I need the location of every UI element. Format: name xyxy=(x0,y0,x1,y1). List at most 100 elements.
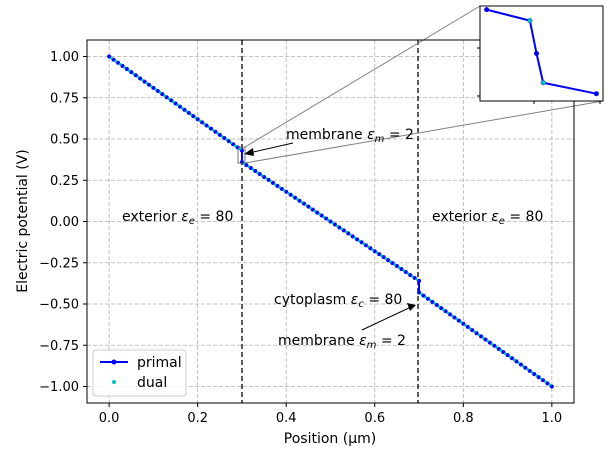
primal-marker xyxy=(222,136,227,141)
dual-marker xyxy=(521,364,525,368)
x-axis-label: Position (μm) xyxy=(284,431,376,447)
primal-marker xyxy=(417,290,422,295)
y-tick-label: 0.50 xyxy=(50,133,79,148)
y-axis-label: Electric potential (V) xyxy=(15,149,31,293)
arrow-membrane-top xyxy=(244,142,294,156)
primal-marker xyxy=(164,95,169,100)
x-tick-label: 0.4 xyxy=(276,411,297,426)
primal-marker xyxy=(262,174,267,179)
primal-marker xyxy=(399,267,404,272)
dual-marker xyxy=(265,177,268,180)
primal-marker xyxy=(208,126,213,131)
primal-marker xyxy=(496,346,501,351)
primal-marker xyxy=(332,222,337,227)
label-membrane-top: membrane εm = 2 xyxy=(286,127,414,145)
primal-marker xyxy=(337,225,342,230)
dual-marker xyxy=(141,78,144,82)
primal-marker xyxy=(306,204,311,209)
primal-marker xyxy=(417,278,422,283)
legend-primal-marker xyxy=(111,359,117,365)
dual-marker xyxy=(295,197,299,201)
x-tick-label: 0.6 xyxy=(364,411,385,426)
dual-marker xyxy=(508,355,512,359)
dual-marker xyxy=(251,168,255,171)
dual-marker xyxy=(269,180,273,183)
primal-marker xyxy=(266,177,271,182)
dual-marker xyxy=(366,245,370,249)
dual-marker xyxy=(517,361,520,365)
primal-marker xyxy=(412,275,417,280)
dual-marker xyxy=(287,191,290,195)
primal-marker xyxy=(133,73,138,78)
dual-marker xyxy=(194,116,197,119)
primal-marker xyxy=(474,331,479,336)
dual-marker xyxy=(158,91,162,94)
dual-marker xyxy=(539,377,543,380)
y-ticks: 1.00 0.75 0.50 0.25 0.00 −0.25 −0.50 −0.75 −1.00 xyxy=(39,50,87,395)
primal-marker xyxy=(514,359,519,364)
label-exterior-right: exterior εe = 80 xyxy=(432,209,543,227)
dual-marker xyxy=(318,212,321,216)
primal-marker xyxy=(107,54,112,59)
dual-marker xyxy=(203,122,206,126)
x-tick-label: 0.2 xyxy=(187,411,208,426)
dual-marker xyxy=(548,383,551,387)
primal-marker xyxy=(363,243,368,248)
primal-marker xyxy=(297,198,302,203)
dual-marker xyxy=(543,380,547,384)
dual-marker xyxy=(238,147,242,151)
label-exterior-left: exterior εe = 80 xyxy=(122,209,233,227)
dual-marker xyxy=(313,209,317,213)
dual-marker xyxy=(189,113,193,116)
arrow-membrane-bottom xyxy=(361,303,416,331)
primal-marker xyxy=(315,210,320,215)
primal-marker xyxy=(377,252,382,257)
dual-marker xyxy=(326,218,330,222)
dual-marker xyxy=(499,349,503,352)
dual-marker xyxy=(380,254,383,257)
primal-marker xyxy=(523,365,528,370)
primal-marker xyxy=(257,171,262,176)
dual-marker xyxy=(433,302,436,305)
dual-marker xyxy=(207,125,211,129)
legend: primal dual xyxy=(92,349,187,397)
dual-marker xyxy=(455,317,458,321)
inset-dual-marker xyxy=(527,18,533,23)
dual-marker xyxy=(340,227,343,231)
dual-marker xyxy=(335,224,339,228)
dual-marker xyxy=(428,298,432,302)
dual-marker xyxy=(349,233,352,237)
primal-marker xyxy=(235,145,240,150)
dual-marker xyxy=(260,174,264,177)
dual-marker xyxy=(393,263,396,266)
y-tick-label: −0.75 xyxy=(39,339,79,354)
primal-marker xyxy=(386,258,391,263)
y-tick-label: 1.00 xyxy=(50,50,79,65)
x-tick-label: 1.0 xyxy=(542,411,563,426)
primal-marker xyxy=(226,139,231,144)
y-tick-label: −0.50 xyxy=(39,298,79,313)
primal-marker xyxy=(310,207,315,212)
primal-marker xyxy=(177,104,182,109)
dual-marker xyxy=(234,144,237,148)
dual-marker xyxy=(180,106,184,110)
dual-marker xyxy=(176,103,180,107)
dual-marker xyxy=(388,260,392,263)
dual-marker xyxy=(419,292,423,296)
dual-marker xyxy=(450,314,454,318)
dual-marker xyxy=(371,248,374,252)
dual-marker xyxy=(123,66,126,69)
dual-marker xyxy=(357,239,361,243)
primal-marker xyxy=(487,340,492,345)
dual-marker xyxy=(477,333,481,337)
dual-marker xyxy=(384,257,388,260)
dual-marker xyxy=(481,336,485,340)
primal-marker xyxy=(439,306,444,311)
primal-marker xyxy=(368,246,373,251)
inset-frame xyxy=(479,5,604,102)
legend-primal-label: primal xyxy=(137,355,182,371)
primal-marker xyxy=(191,114,196,119)
label-cytoplasm: cytoplasm εc = 80 xyxy=(274,292,402,310)
dual-marker xyxy=(344,230,348,234)
dual-marker xyxy=(486,339,489,343)
